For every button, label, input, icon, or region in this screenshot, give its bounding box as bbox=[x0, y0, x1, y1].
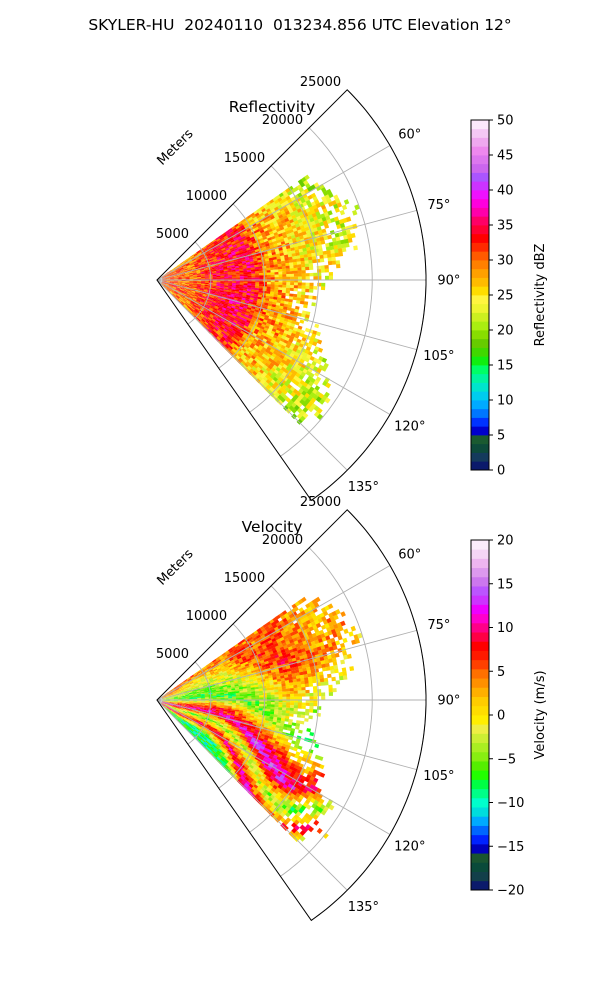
colorbar-tick-label: 0 bbox=[497, 464, 505, 479]
velocity-title: Velocity bbox=[242, 518, 303, 536]
colorbar-tick-label: 0 bbox=[497, 709, 505, 724]
range-ring bbox=[187, 661, 212, 745]
reflectivity-meters-label: Meters bbox=[155, 126, 197, 168]
colorbar-tick-label: 10 bbox=[497, 394, 514, 409]
colorbar-tick-label: 35 bbox=[497, 219, 514, 234]
azimuth-gridline bbox=[156, 279, 391, 415]
colorbar-tick-label: 40 bbox=[497, 184, 514, 199]
colorbar-tick-label: −5 bbox=[497, 752, 516, 767]
colorbar-tick-label: 15 bbox=[497, 577, 514, 592]
velocity-colorbar: −20 −15 −10 −5 0 5 10 15 20 bbox=[470, 534, 524, 899]
colorbar-tick-label: −10 bbox=[497, 796, 524, 811]
azimuth-gridline bbox=[156, 279, 417, 351]
velocity-colorbar-label: Velocity (m/s) bbox=[533, 670, 548, 759]
velocity-panel: Velocity 60° 75° 90° 105° 120° 135° 5000 10000 1… bbox=[155, 495, 548, 922]
sector-frame bbox=[156, 89, 427, 502]
colorbar-tick-label: 45 bbox=[497, 149, 514, 164]
azimuth-tick-label: 120° bbox=[394, 419, 425, 434]
range-tick-label: 25000 bbox=[300, 495, 341, 510]
azimuth-gridline bbox=[156, 699, 348, 891]
range-ring bbox=[280, 127, 373, 457]
colorbar-tick-label: 20 bbox=[497, 324, 514, 339]
range-ring bbox=[249, 585, 319, 833]
range-ring bbox=[249, 165, 319, 413]
azimuth-gridline bbox=[156, 699, 417, 771]
azimuth-tick-label: 120° bbox=[394, 839, 425, 854]
colorbar-tick-label: 5 bbox=[497, 665, 505, 680]
range-ring bbox=[311, 509, 427, 921]
colorbar-tick-label: 50 bbox=[497, 114, 514, 129]
velocity-ppi: 60° 75° 90° 105° 120° 135° 5000 10000 15000 20000… bbox=[156, 495, 460, 922]
colorbar-tick-label: 20 bbox=[497, 534, 514, 549]
range-tick-label: 20000 bbox=[262, 533, 303, 548]
range-ring bbox=[280, 547, 373, 877]
reflectivity-title: Reflectivity bbox=[229, 98, 316, 116]
range-ring bbox=[218, 203, 266, 369]
reflectivity-panel: Reflectivity 60° 75° 90° 105° 120° 135° 5000 10… bbox=[155, 75, 548, 502]
range-tick-label: 20000 bbox=[262, 113, 303, 128]
range-tick-label: 25000 bbox=[300, 75, 341, 90]
azimuth-gridline bbox=[156, 209, 417, 281]
azimuth-gridline bbox=[156, 145, 391, 281]
azimuth-gridline bbox=[156, 279, 348, 471]
colorbar-tick-label: 15 bbox=[497, 359, 514, 374]
colorbar-tick-label: −20 bbox=[497, 884, 524, 899]
colorbar-tick-label: 5 bbox=[497, 429, 505, 444]
reflectivity-colorbar-label: Reflectivity dBZ bbox=[533, 244, 548, 347]
reflectivity-colorbar: 0 5 10 15 20 25 30 35 40 45 50 bbox=[470, 114, 514, 479]
range-ring bbox=[311, 89, 427, 501]
azimuth-tick-label: 60° bbox=[398, 128, 421, 143]
reflectivity-ppi: 60° 75° 90° 105° 120° 135° 5000 10000 15000 20000… bbox=[156, 75, 460, 502]
colorbar-tick-label: 30 bbox=[497, 254, 514, 269]
range-tick-label: 10000 bbox=[186, 609, 227, 624]
azimuth-tick-label: 60° bbox=[398, 548, 421, 563]
azimuth-tick-label: 75° bbox=[427, 198, 450, 213]
range-tick-label: 5000 bbox=[156, 227, 189, 242]
range-ring bbox=[218, 623, 266, 789]
figure-title: SKYLER-HU 20240110 013234.856 UTC Elevat… bbox=[88, 16, 512, 34]
colorbar-tick-label: 25 bbox=[497, 289, 514, 304]
azimuth-gridline bbox=[156, 629, 417, 701]
azimuth-tick-label: 105° bbox=[423, 769, 454, 784]
azimuth-tick-label: 75° bbox=[427, 618, 450, 633]
range-tick-label: 15000 bbox=[224, 151, 265, 166]
sector-frame bbox=[156, 509, 427, 922]
colorbar-tick-label: −15 bbox=[497, 840, 524, 855]
azimuth-gridline bbox=[156, 699, 391, 835]
azimuth-tick-label: 135° bbox=[348, 900, 379, 915]
colorbar-tick-label: 10 bbox=[497, 621, 514, 636]
azimuth-tick-label: 135° bbox=[348, 480, 379, 495]
azimuth-tick-label: 105° bbox=[423, 349, 454, 364]
range-ring bbox=[187, 241, 212, 325]
velocity-meters-label: Meters bbox=[155, 546, 197, 588]
azimuth-tick-label: 90° bbox=[437, 274, 460, 289]
range-tick-label: 10000 bbox=[186, 189, 227, 204]
azimuth-tick-label: 90° bbox=[437, 694, 460, 709]
reflectivity-field bbox=[160, 174, 360, 425]
velocity-field bbox=[160, 596, 363, 842]
range-tick-label: 5000 bbox=[156, 647, 189, 662]
range-tick-label: 15000 bbox=[224, 571, 265, 586]
azimuth-gridline bbox=[156, 565, 391, 701]
